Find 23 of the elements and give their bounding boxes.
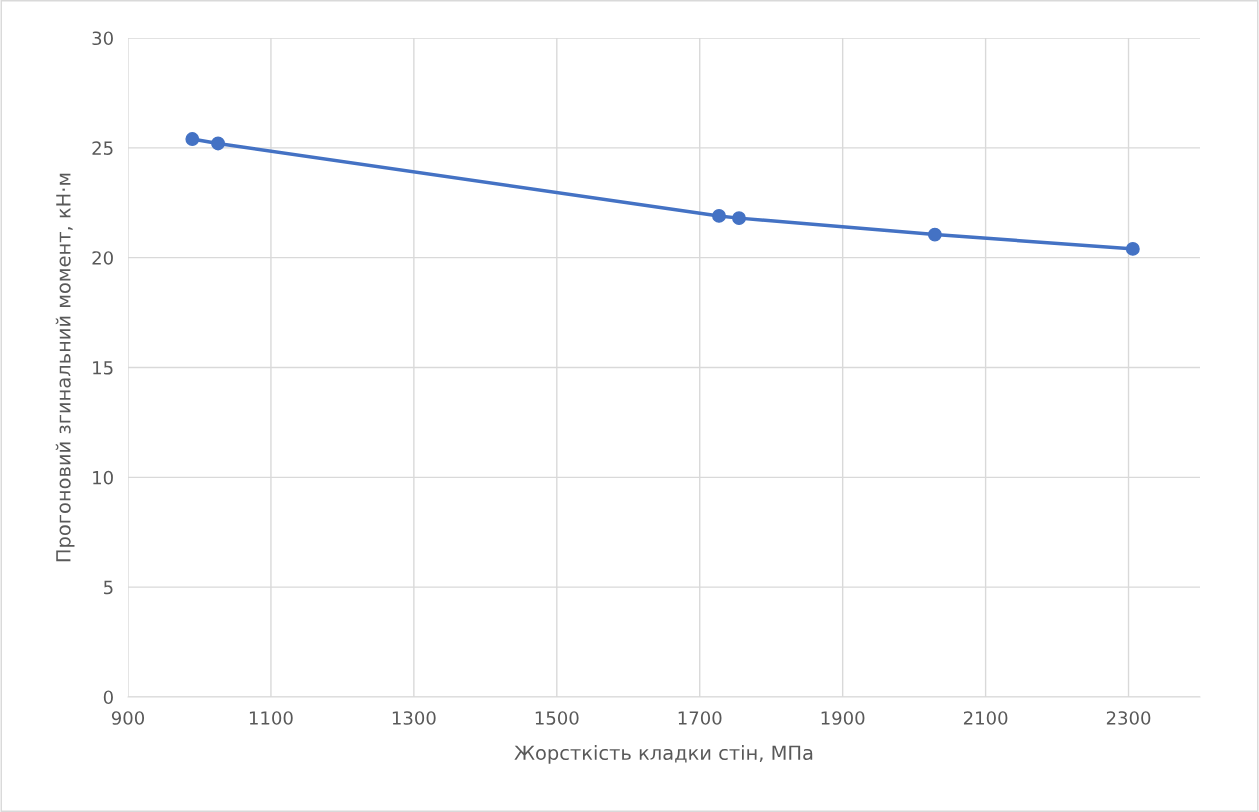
x-tick-label: 1900 [821,711,865,725]
point [927,227,942,242]
x-tick-label: 900 [111,711,145,725]
x-tick-label: 1100 [249,711,293,725]
y-tick-label: 15 [93,361,113,375]
x-tick-label: 1700 [678,711,722,725]
x-tick-label: 1300 [392,711,436,725]
y-axis-title: Прогоновий згинальний момент, кН·м [55,173,75,562]
point [732,211,746,226]
y-tick-label: 10 [93,470,113,485]
point [185,132,200,146]
y-tick-label: 5 [104,580,113,595]
x-tick-label: 2100 [963,711,1008,725]
point [211,136,225,151]
y-tick-label: 0 [103,690,113,705]
x-tick-label: 2300 [1106,711,1151,725]
y-tick-label: 25 [92,141,113,155]
point [712,208,726,223]
y-tick-label: 30 [92,31,113,46]
y-tick-label: 20 [92,251,113,265]
point [1125,241,1140,256]
x-axis-title: Жорсткість кладки стін, МПа [514,745,813,764]
x-tick-label: 1500 [535,711,579,725]
